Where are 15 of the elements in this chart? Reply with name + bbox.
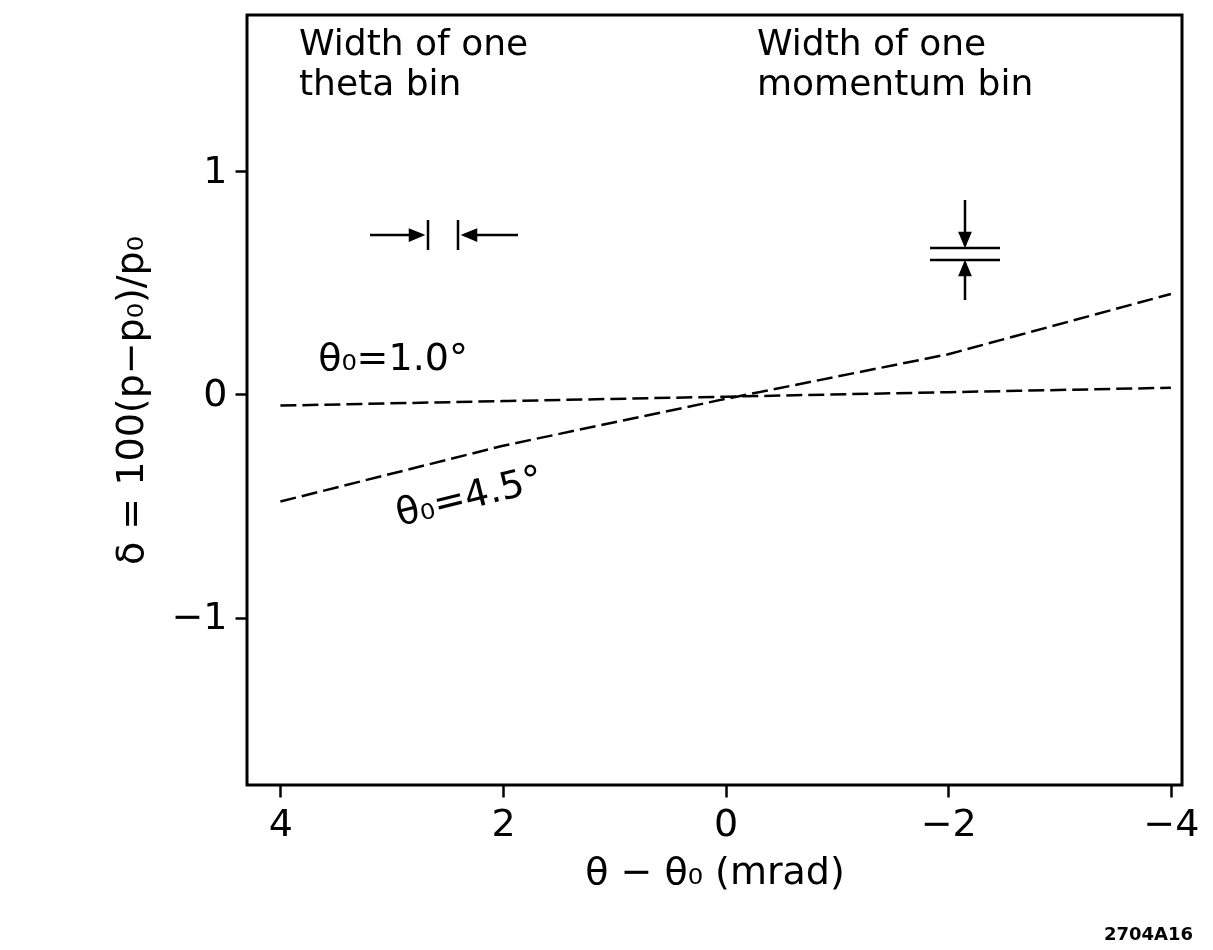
x-tick-label: 4 [268,800,293,845]
x-tick-label: −4 [1143,800,1200,845]
y-tick-label: −1 [171,594,228,639]
y-axis-title: δ = 100(p−p₀)/p₀ [108,236,153,565]
y-tick-label: 1 [203,147,228,192]
x-tick-label: 2 [491,800,516,845]
y-tick-label: 0 [203,370,228,415]
series-label: θ₀=1.0° [318,335,468,380]
annotation: Width of one momentum bin [757,22,1034,103]
annotation: Width of one theta bin [299,22,529,103]
text: 2704A16 [1103,923,1193,944]
text: θ₀=4.5° [391,455,548,535]
x-tick-label: −2 [920,800,977,845]
x-axis-title: θ − θ₀ (mrad) [585,848,845,893]
x-tick-label: 0 [714,800,739,845]
